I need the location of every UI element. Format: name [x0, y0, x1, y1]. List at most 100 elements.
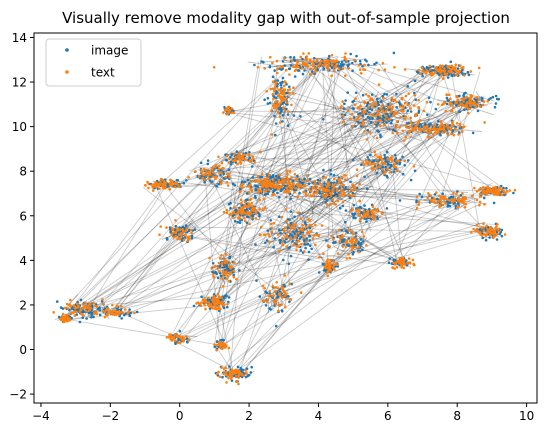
link-line: [401, 196, 453, 260]
image-point: [273, 237, 277, 240]
image-point: [226, 305, 229, 309]
image-point: [398, 162, 401, 166]
image-point: [268, 101, 272, 105]
text-point: [462, 126, 465, 129]
text-point: [342, 183, 346, 187]
text-point: [393, 267, 397, 270]
image-point: [327, 178, 331, 181]
image-point: [215, 184, 218, 188]
text-point: [489, 188, 493, 192]
image-point: [289, 221, 293, 225]
text-point: [363, 130, 366, 133]
text-point: [169, 333, 173, 336]
link-line: [111, 296, 217, 305]
text-point: [333, 268, 336, 271]
image-point: [289, 254, 293, 258]
link-line: [175, 341, 238, 375]
text-point: [266, 298, 270, 302]
text-point: [324, 195, 328, 198]
text-point: [340, 233, 344, 237]
image-point: [352, 116, 356, 119]
text-point: [299, 55, 303, 59]
image-point: [90, 313, 94, 316]
text-point: [483, 203, 486, 206]
text-point: [326, 258, 330, 261]
text-point: [475, 198, 479, 202]
text-point: [227, 172, 231, 176]
text-point: [390, 107, 394, 111]
text-point: [101, 309, 105, 313]
text-point: [474, 229, 477, 233]
text-point: [92, 302, 96, 305]
text-point: [419, 129, 423, 132]
text-point: [207, 301, 210, 304]
text-point: [216, 266, 220, 269]
image-point: [456, 67, 460, 70]
text-point: [325, 192, 328, 195]
text-point: [199, 304, 203, 308]
text-point: [165, 336, 169, 339]
text-point: [215, 298, 219, 301]
link-line: [333, 221, 486, 272]
text-point: [377, 119, 381, 122]
text-point: [220, 300, 223, 304]
text-point: [224, 175, 228, 179]
text-point: [341, 114, 344, 118]
image-point: [421, 74, 424, 78]
text-point: [217, 305, 220, 308]
text-point: [220, 254, 223, 257]
image-point: [251, 215, 255, 218]
link-line: [377, 61, 411, 109]
image-point: [281, 60, 285, 63]
y-tick-label: 14: [12, 31, 27, 45]
text-point: [469, 93, 473, 97]
text-point: [173, 333, 177, 336]
link-line: [395, 107, 461, 258]
link-line: [182, 105, 352, 234]
text-point: [442, 197, 446, 201]
text-point: [310, 189, 313, 193]
image-point: [298, 180, 302, 184]
link-line: [300, 56, 360, 103]
text-point: [396, 131, 399, 135]
text-point: [387, 158, 391, 162]
image-point: [291, 230, 295, 233]
image-point: [481, 236, 485, 240]
image-point: [390, 119, 394, 122]
text-point: [312, 59, 315, 63]
text-point: [437, 103, 440, 106]
text-point: [185, 335, 188, 338]
image-point: [165, 236, 169, 240]
text-point: [261, 209, 265, 212]
image-point: [425, 66, 429, 69]
image-point: [174, 342, 177, 346]
text-point: [210, 168, 214, 171]
text-point: [220, 171, 223, 175]
text-point: [207, 304, 211, 307]
image-point: [96, 307, 100, 311]
text-point: [443, 195, 446, 198]
text-point: [417, 203, 421, 206]
text-point: [402, 266, 406, 270]
image-point: [323, 182, 327, 185]
text-point: [487, 229, 491, 232]
image-point: [279, 83, 283, 87]
link-line: [114, 65, 319, 314]
text-point: [159, 180, 162, 184]
image-point: [349, 180, 352, 184]
text-point: [228, 109, 231, 112]
text-point: [220, 344, 223, 347]
image-point: [308, 234, 312, 238]
link-line: [356, 74, 441, 252]
text-point: [120, 310, 124, 314]
text-point: [454, 127, 457, 131]
text-point: [217, 270, 221, 273]
text-point: [344, 241, 348, 244]
image-point: [366, 115, 370, 119]
text-point: [226, 184, 230, 187]
text-point: [486, 190, 489, 194]
text-point: [332, 186, 336, 189]
image-point: [286, 113, 290, 116]
link-line: [218, 94, 465, 305]
x-tick-label: 10: [519, 409, 534, 423]
